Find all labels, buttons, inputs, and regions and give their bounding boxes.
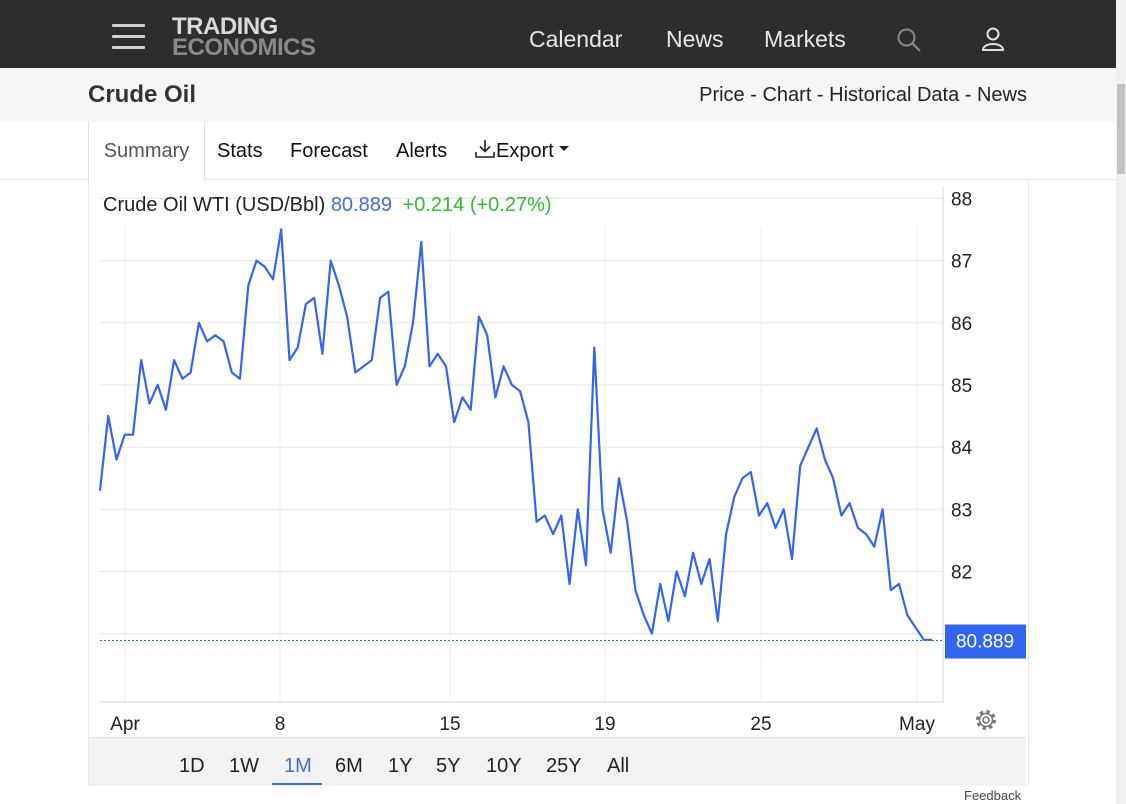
download-icon <box>475 140 495 158</box>
chart-container <box>88 180 1029 785</box>
scrollbar-thumb[interactable] <box>1117 84 1125 174</box>
link-historical-data[interactable]: Historical Data <box>829 84 960 106</box>
selected-range-indicator <box>272 783 322 785</box>
link-price[interactable]: Price <box>699 84 745 106</box>
top-navigation-bar: TRADING ECONOMICS Calendar News Markets <box>0 0 1116 68</box>
range-6m[interactable]: 6M <box>335 755 363 777</box>
range-selector: 1D 1W 1M 6M 1Y 5Y 10Y 25Y All <box>89 737 1026 786</box>
range-1w[interactable]: 1W <box>229 755 259 777</box>
link-news[interactable]: News <box>976 84 1027 106</box>
y-tick-label: 85 <box>951 376 972 397</box>
chart-settings-icon[interactable] <box>976 710 996 730</box>
range-1m[interactable]: 1M <box>284 755 312 777</box>
x-tick-label: May <box>899 714 935 735</box>
x-tick-label: Apr <box>110 714 140 735</box>
y-tick-label: 84 <box>951 438 973 459</box>
page-scrollbar[interactable] <box>1116 0 1126 804</box>
range-1y[interactable]: 1Y <box>388 755 413 777</box>
last-price-label: 80.889 <box>956 632 1014 653</box>
series-points <box>99 229 933 640</box>
x-axis-ticks: Apr 8 15 19 25 May <box>110 714 935 735</box>
logo-line-1: TRADING <box>172 13 278 40</box>
search-icon[interactable] <box>896 27 922 53</box>
export-label: Export <box>496 140 554 162</box>
link-separator: - <box>811 84 830 106</box>
x-tick-label: 19 <box>594 714 615 735</box>
caret-down-icon <box>558 146 569 151</box>
range-5y[interactable]: 5Y <box>436 755 461 777</box>
current-price: 80.889 <box>330 194 392 216</box>
logo-line-2: ECONOMICS <box>172 34 316 61</box>
link-separator: - <box>959 84 977 106</box>
series-line-crude-oil-wti <box>98 228 932 641</box>
range-1d[interactable]: 1D <box>179 755 205 777</box>
nav-news[interactable]: News <box>666 26 724 52</box>
range-10y[interactable]: 10Y <box>486 755 522 777</box>
y-tick-label: 82 <box>951 562 972 583</box>
x-tick-label: 8 <box>275 714 286 735</box>
chart-grid <box>100 197 943 702</box>
page-title: Crude Oil <box>88 81 197 108</box>
tab-alerts[interactable]: Alerts <box>396 140 448 162</box>
range-25y[interactable]: 25Y <box>546 755 582 777</box>
y-tick-label: 86 <box>951 314 972 335</box>
price-change: +0.214 (+0.27%) <box>402 194 552 216</box>
nav-markets[interactable]: Markets <box>764 26 846 52</box>
tab-stats[interactable]: Stats <box>217 140 263 162</box>
link-separator: - <box>744 84 763 106</box>
tab-forecast[interactable]: Forecast <box>290 140 368 162</box>
page-header: Crude Oil Price - Chart - Historical Dat… <box>0 68 1116 123</box>
feedback-link[interactable]: Feedback <box>964 788 1022 803</box>
x-tick-label: 25 <box>750 714 771 735</box>
site-logo[interactable]: TRADING ECONOMICS <box>172 13 316 61</box>
y-tick-label: 83 <box>951 500 972 521</box>
x-tick-label: 15 <box>439 714 460 735</box>
range-all[interactable]: All <box>607 755 630 777</box>
series-name: Crude Oil WTI (USD/Bbl) <box>103 194 326 216</box>
y-axis-ticks: 8182838485868788 <box>951 189 973 645</box>
y-tick-label: 88 <box>951 189 972 210</box>
tab-export[interactable]: Export <box>474 122 571 180</box>
tab-summary[interactable]: Summary <box>88 122 205 180</box>
nav-calendar[interactable]: Calendar <box>529 26 623 52</box>
section-links: Price - Chart - Historical Data - News <box>699 84 1027 107</box>
hamburger-menu-icon[interactable] <box>112 24 145 50</box>
link-chart[interactable]: Chart <box>762 84 812 106</box>
user-icon[interactable] <box>980 26 1006 52</box>
last-price-tag <box>945 624 1026 659</box>
y-tick-label: 87 <box>951 252 972 273</box>
tabs-bar: Summary Stats Forecast Alerts Export <box>0 122 1116 180</box>
chart-legend: Crude Oil WTI (USD/Bbl) 80.889 +0.214 (+… <box>103 194 552 217</box>
